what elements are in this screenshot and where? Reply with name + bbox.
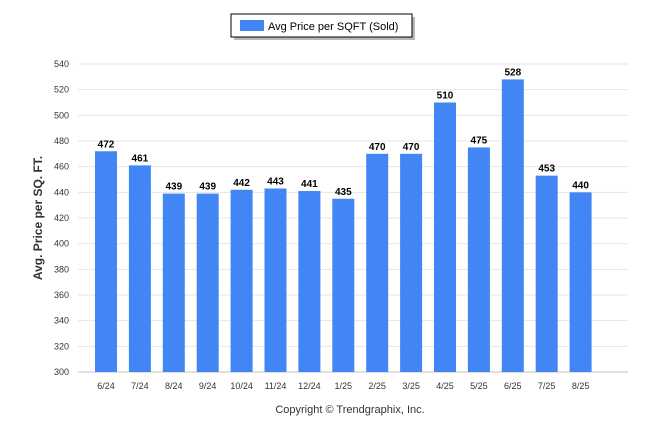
bar	[569, 192, 592, 372]
bar	[128, 165, 151, 372]
bar	[264, 188, 287, 372]
y-axis-title: Avg. Price per SQ. FT.	[31, 156, 45, 280]
data-label: 528	[504, 67, 521, 78]
y-tick-label: 300	[54, 367, 69, 377]
data-label: 441	[301, 179, 318, 190]
bar	[366, 153, 389, 372]
x-axis-ticks: 6/24 7/24 8/24 9/24 10/24 11/24 12/24 1/25 2/25 3…	[97, 381, 589, 391]
y-axis-ticks: 300 320 340 360 380 400 420 440 460 480 500 520 540	[54, 59, 69, 377]
y-tick-label: 360	[54, 290, 69, 300]
footer-copyright: Copyright © Trendgraphix, Inc.	[275, 404, 424, 416]
y-tick-label: 440	[54, 187, 69, 197]
x-tick-label: 8/25	[572, 381, 590, 391]
bar	[467, 147, 490, 372]
x-tick-label: 5/25	[470, 381, 488, 391]
data-label: 510	[437, 91, 454, 102]
data-label: 439	[199, 182, 216, 193]
data-label: 440	[572, 180, 589, 191]
y-tick-label: 480	[54, 136, 69, 146]
bar	[501, 79, 524, 373]
x-tick-label: 10/24	[230, 381, 253, 391]
bar	[230, 189, 253, 372]
x-tick-label: 11/24	[265, 381, 287, 391]
x-tick-label: 6/24	[97, 381, 115, 391]
x-tick-label: 8/24	[165, 381, 183, 391]
data-label: 470	[403, 142, 420, 153]
bar	[400, 153, 423, 372]
y-tick-label: 500	[54, 110, 69, 120]
x-tick-label: 6/25	[504, 381, 522, 391]
y-tick-label: 540	[54, 59, 69, 69]
legend-swatch	[240, 20, 264, 31]
bar	[434, 102, 456, 372]
data-label: 470	[369, 142, 386, 153]
bar	[95, 151, 117, 372]
data-label: 435	[335, 187, 352, 198]
x-tick-label: 2/25	[368, 381, 386, 391]
data-label: 472	[98, 139, 115, 150]
data-label: 475	[471, 135, 488, 146]
x-tick-label: 12/24	[298, 381, 321, 391]
data-label: 442	[233, 178, 250, 189]
y-tick-label: 380	[54, 264, 69, 274]
y-tick-label: 400	[54, 239, 69, 249]
y-tick-label: 520	[54, 85, 69, 95]
x-tick-label: 3/25	[402, 381, 420, 391]
data-label: 461	[132, 153, 149, 164]
bar	[332, 198, 355, 372]
bars	[95, 79, 592, 373]
legend-box	[230, 13, 413, 38]
bar	[535, 175, 558, 372]
legend-label: Avg Price per SQFT (Sold)	[268, 21, 398, 33]
data-label: 443	[267, 176, 284, 187]
y-tick-label: 340	[54, 316, 69, 326]
bar	[162, 193, 185, 372]
y-tick-label: 420	[54, 213, 69, 223]
y-tick-label: 460	[54, 162, 69, 172]
x-tick-label: 1/25	[335, 381, 353, 391]
data-label: 439	[165, 182, 182, 193]
x-tick-label: 7/25	[538, 381, 556, 391]
bar	[298, 191, 321, 372]
data-labels: 472 461 439 439 442 443 441 435 470 470 510 475 528 4…	[98, 67, 590, 197]
data-label: 453	[538, 164, 555, 175]
bar	[196, 193, 219, 372]
x-tick-label: 4/25	[436, 381, 454, 391]
x-tick-label: 9/24	[199, 381, 217, 391]
legend: Avg Price per SQFT (Sold)	[230, 13, 415, 40]
y-tick-label: 320	[54, 341, 69, 351]
x-tick-label: 7/24	[131, 381, 149, 391]
